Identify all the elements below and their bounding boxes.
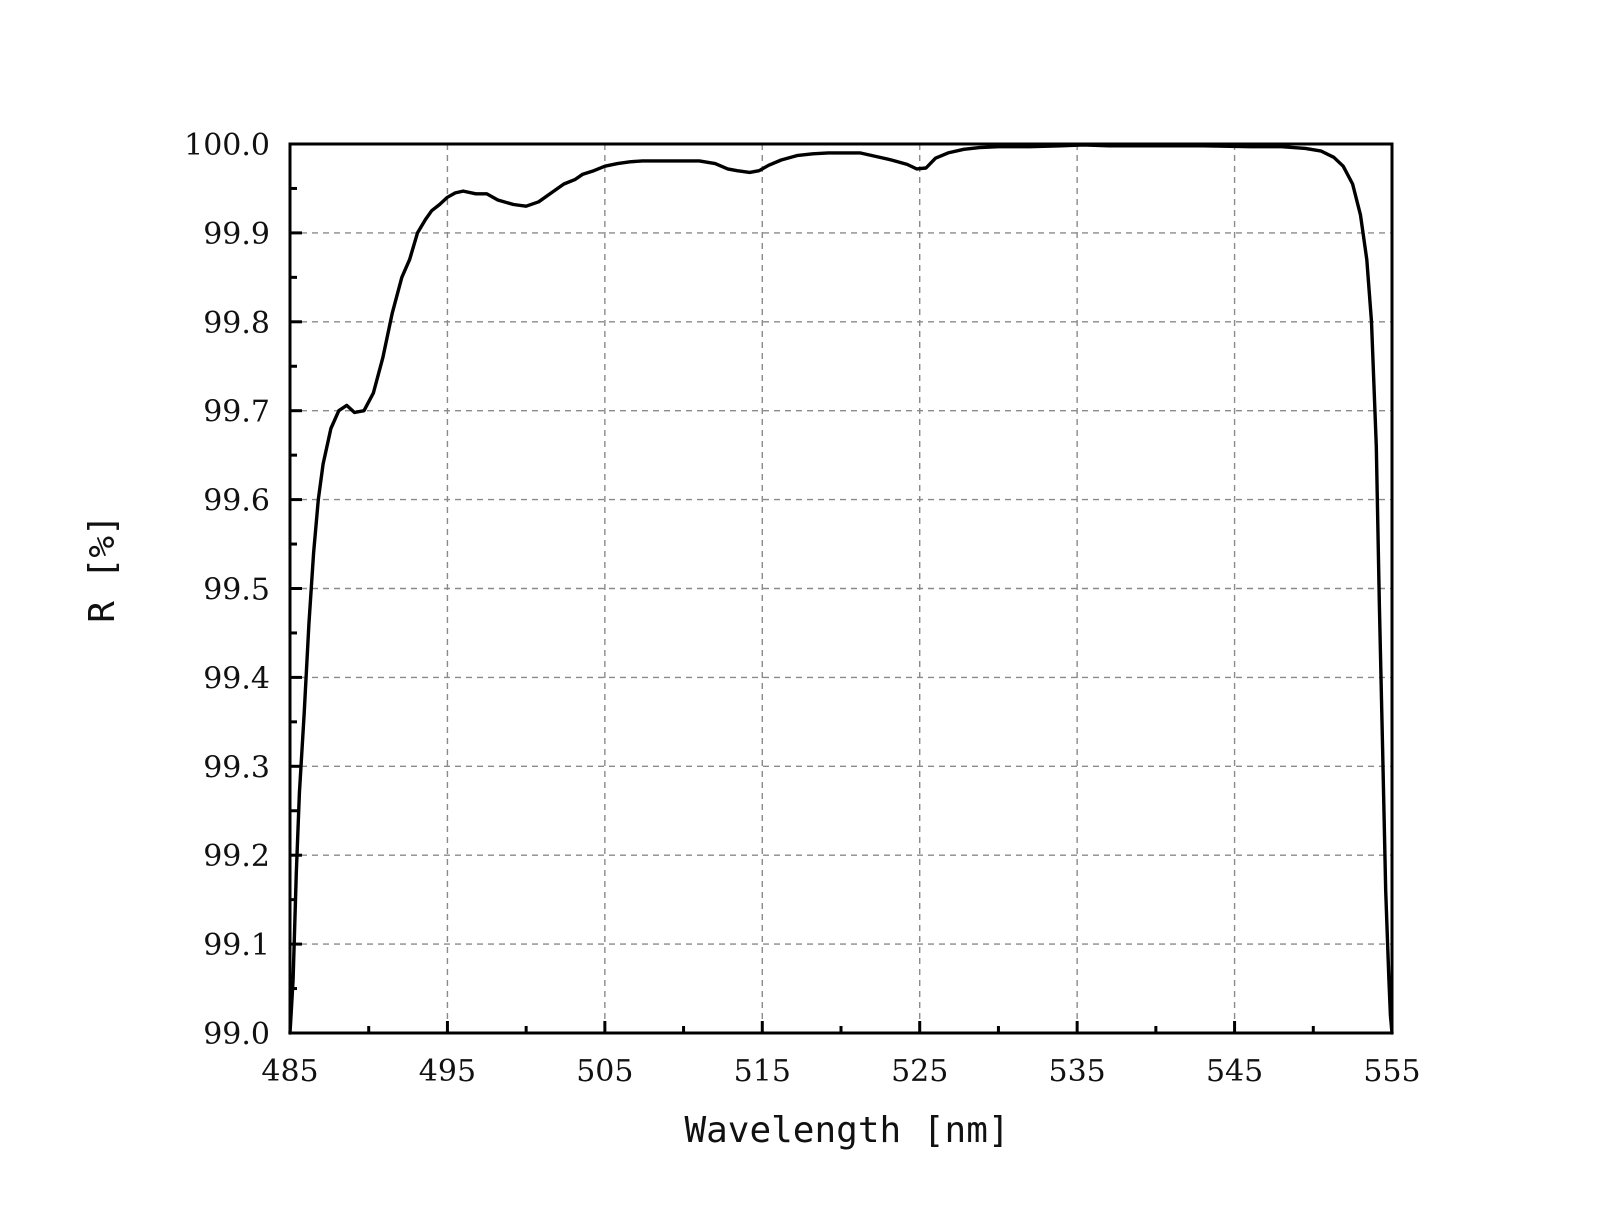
x-tick-label: 535 <box>1049 1054 1106 1089</box>
x-tick-label: 495 <box>419 1054 476 1089</box>
x-tick-label: 555 <box>1363 1054 1420 1089</box>
x-tick-labels: 485 495 505 515 525 535 545 555 <box>261 1054 1420 1089</box>
x-tick-label: 505 <box>576 1054 633 1089</box>
plot-frame <box>288 142 1394 1035</box>
y-tick-labels: 99.0 99.1 99.2 99.3 99.4 99.5 99.6 99.7 99.8 99.9… <box>184 128 270 1052</box>
reflectance-curve <box>288 143 1394 1035</box>
y-tick-label: 99.9 <box>203 217 270 252</box>
y-tick-label: 99.2 <box>203 839 270 874</box>
x-tick-label: 485 <box>261 1054 318 1089</box>
y-tick-label: 99.8 <box>203 306 270 341</box>
y-tick-label: 99.0 <box>203 1017 270 1052</box>
y-tick-label: 99.3 <box>203 750 270 785</box>
grid-lines <box>290 144 1392 1033</box>
y-tick-label: 99.4 <box>203 661 270 696</box>
x-tick-label: 525 <box>891 1054 948 1089</box>
x-axis-label: Wavelength [nm] <box>684 1110 1009 1151</box>
x-tick-label: 545 <box>1206 1054 1263 1089</box>
x-tick-label: 515 <box>734 1054 791 1089</box>
y-tick-label: 99.6 <box>203 484 270 519</box>
y-tick-label: 99.7 <box>203 395 270 430</box>
y-tick-label: 99.1 <box>203 928 270 963</box>
y-axis-label: R [%] <box>82 514 123 622</box>
y-tick-label: 99.5 <box>203 573 270 608</box>
y-tick-label: 100.0 <box>184 128 270 163</box>
